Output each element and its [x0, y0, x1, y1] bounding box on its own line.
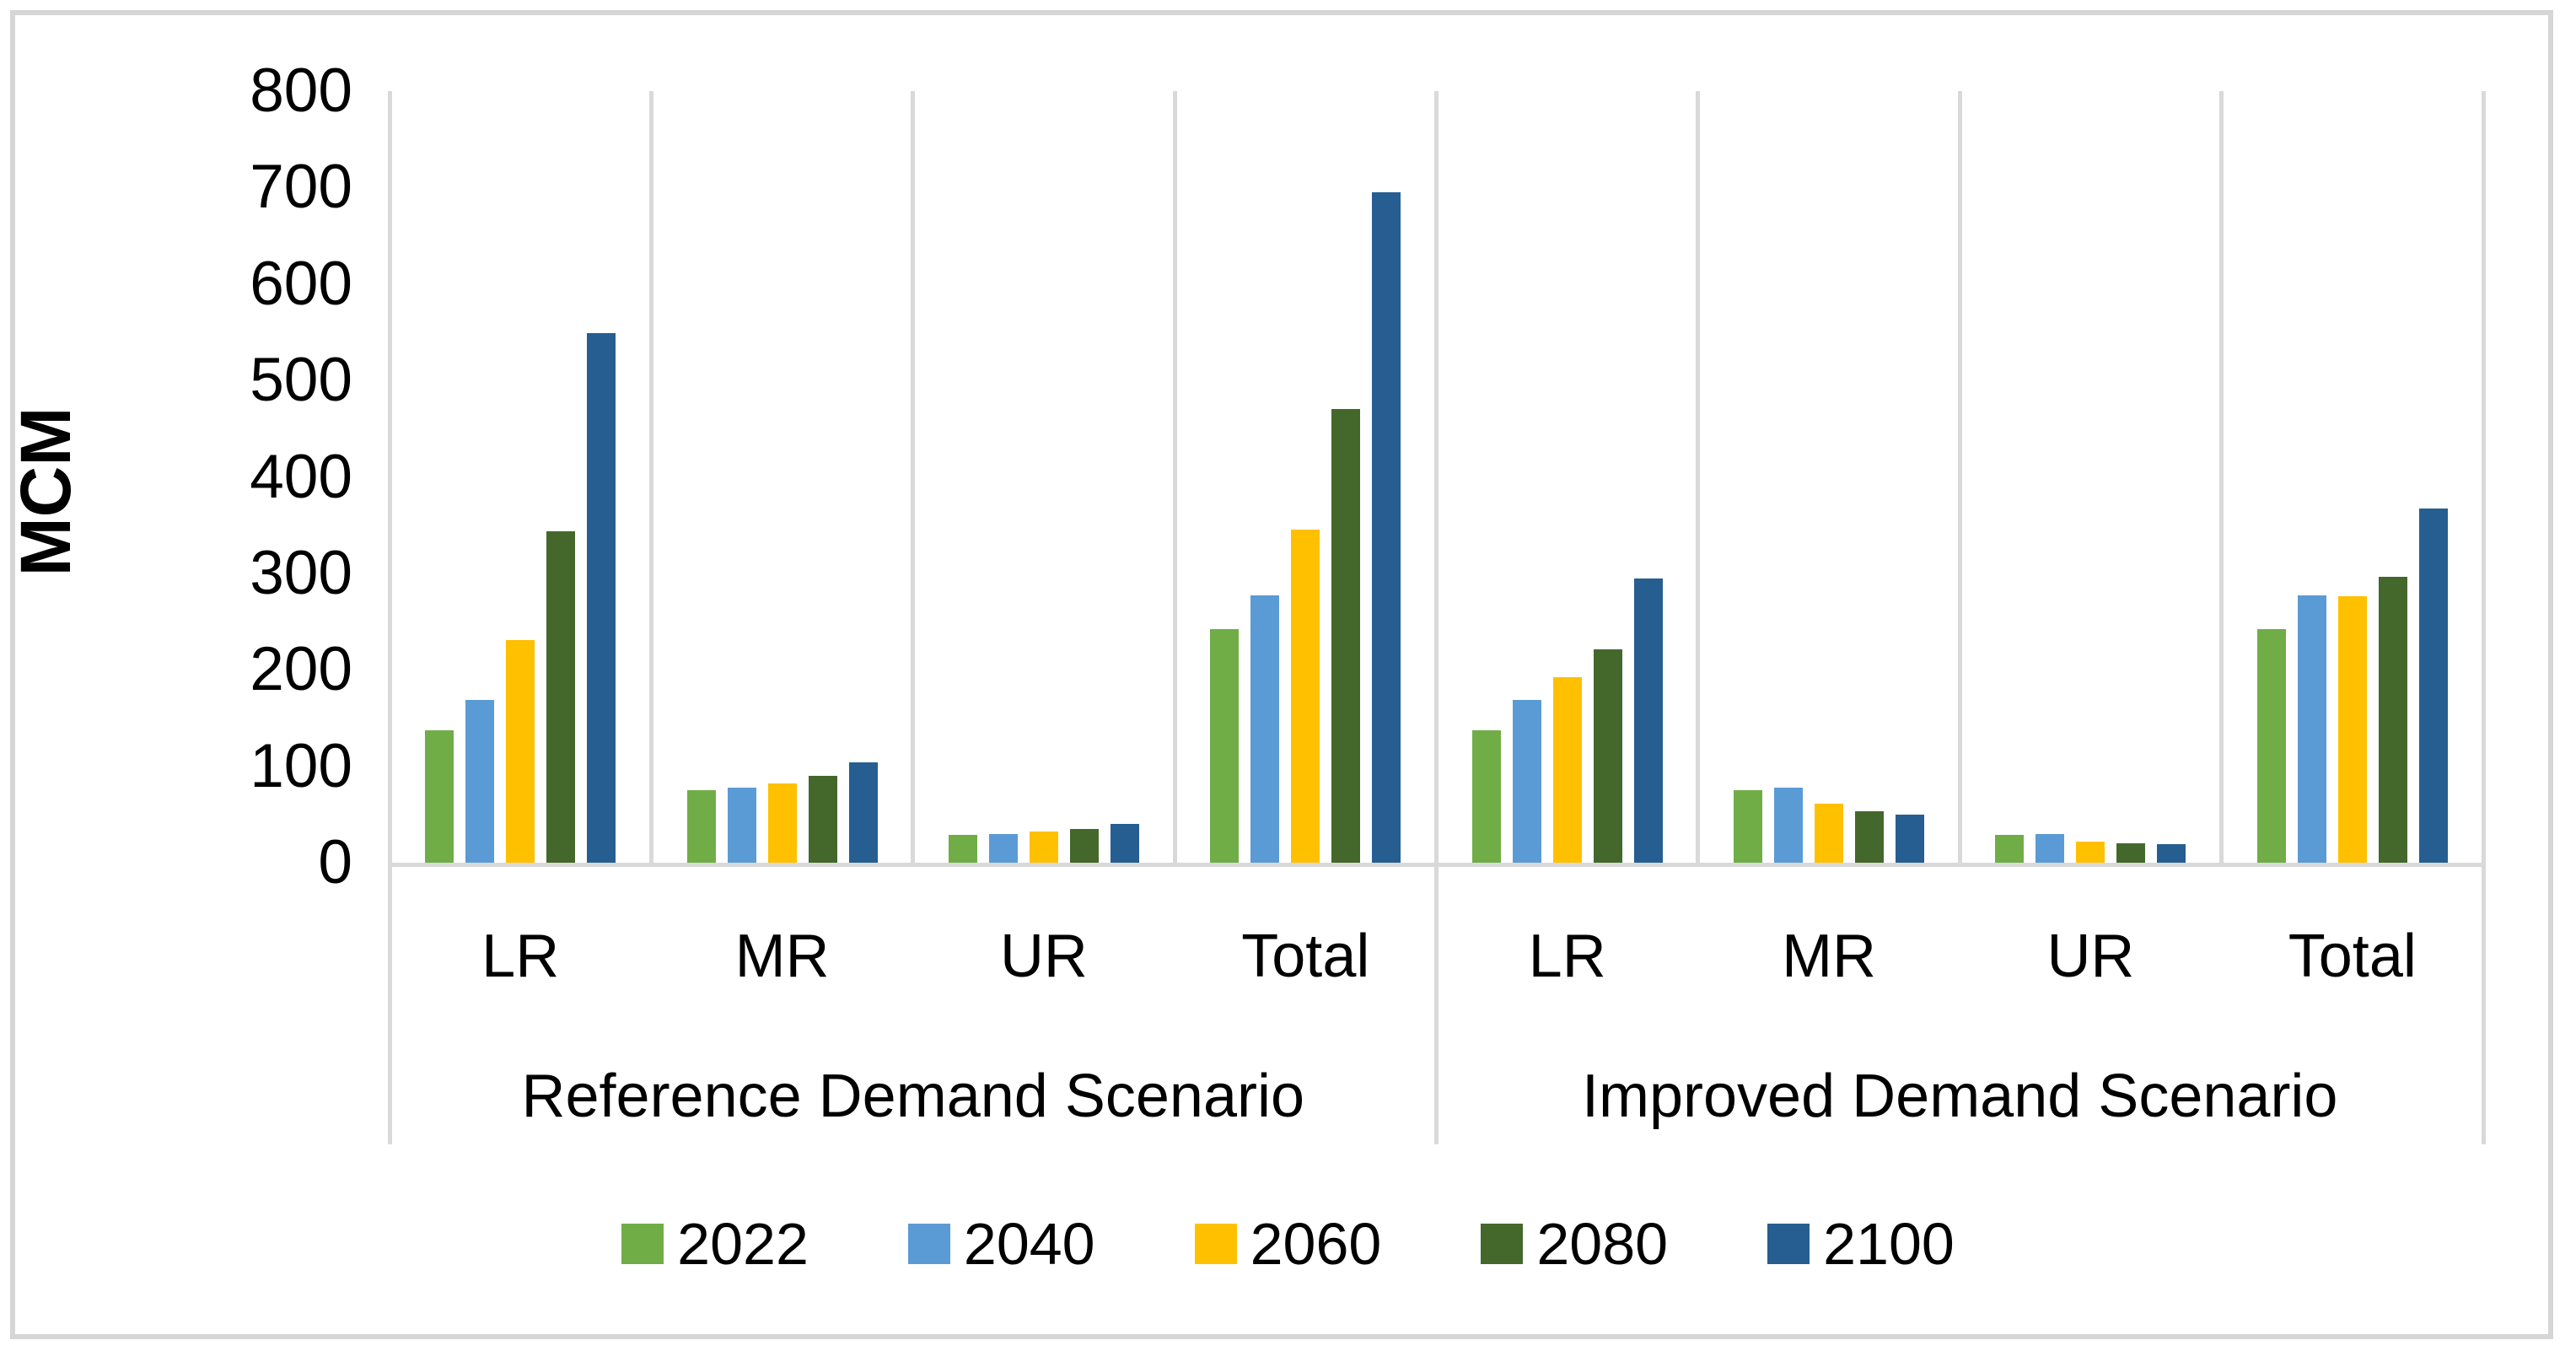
bar-2100-improved-LR [1633, 578, 1663, 863]
bar-2060-improved-LR [1552, 677, 1582, 863]
bar-2100-reference-UR [1110, 824, 1139, 863]
legend-swatch-2080 [1481, 1224, 1524, 1264]
legend-item: 2100 [1767, 1214, 1955, 1273]
legend-swatch-2040 [907, 1224, 950, 1264]
y-tick-label: 500 [250, 346, 352, 415]
x-axis-line [388, 863, 2485, 867]
y-tick-label: 400 [250, 442, 352, 511]
bar-2022-reference-LR [425, 730, 454, 863]
bar-2100-improved-UR [2157, 844, 2186, 863]
bar-2080-improved-MR [1855, 811, 1885, 863]
legend-label: 2060 [1250, 1211, 1382, 1277]
bar-2060-improved-MR [1815, 804, 1844, 863]
legend-item: 2080 [1481, 1214, 1668, 1273]
category-label: LR [1528, 923, 1606, 990]
bar-2060-improved-Total [2337, 596, 2367, 863]
y-tick-label: 300 [250, 538, 352, 607]
category-separator-line [911, 91, 916, 863]
bar-2080-reference-MR [808, 776, 837, 863]
bar-2060-reference-UR [1029, 832, 1058, 863]
bar-2080-reference-Total [1331, 409, 1361, 863]
category-label: Total [2288, 923, 2417, 990]
bar-2060-reference-Total [1291, 530, 1320, 863]
bar-2100-improved-MR [1896, 814, 1925, 863]
y-tick-label: 100 [250, 731, 352, 800]
bar-2060-reference-MR [767, 783, 797, 863]
category-label: UR [2046, 923, 2135, 990]
y-tick-label: 200 [250, 635, 352, 704]
bar-2060-improved-UR [2076, 841, 2105, 863]
legend-label: 2040 [963, 1211, 1095, 1277]
bar-2080-improved-Total [2378, 577, 2407, 863]
legend: 2022 2040 2060 2080 2100 [0, 1214, 2576, 1273]
figure-border [10, 10, 2553, 1339]
category-label: LR [481, 923, 560, 990]
bar-2022-improved-UR [1995, 834, 2025, 863]
bar-2022-improved-Total [2256, 629, 2286, 863]
bar-2040-reference-UR [988, 833, 1018, 863]
category-separator-line [1957, 91, 1962, 863]
scenario-label: Reference Demand Scenario [521, 1063, 1304, 1130]
bar-2040-reference-MR [727, 787, 756, 863]
legend-item: 2040 [907, 1211, 1095, 1277]
bar-2100-improved-Total [2418, 509, 2448, 863]
legend-label: 2100 [1823, 1211, 1955, 1277]
legend-item: 2022 [621, 1214, 809, 1273]
bar-2040-improved-LR [1512, 699, 1541, 863]
category-separator-line [2219, 91, 2224, 863]
category-label: UR [999, 923, 1088, 990]
legend-swatch-2100 [1767, 1224, 1810, 1264]
category-separator-line [1696, 91, 1701, 863]
legend-swatch-2022 [621, 1224, 664, 1264]
scenario-separator-line [2481, 91, 2486, 1144]
bar-2080-improved-LR [1593, 649, 1622, 863]
y-tick-label: 600 [250, 249, 352, 318]
scenario-separator-line [387, 91, 392, 1144]
category-separator-line [648, 91, 653, 863]
bar-2040-reference-Total [1250, 595, 1280, 863]
bar-2022-reference-UR [948, 834, 977, 863]
y-axis-title: MCM [6, 406, 85, 577]
scenario-separator-line [1434, 91, 1439, 1144]
scenario-label: Improved Demand Scenario [1582, 1063, 2338, 1130]
category-separator-line [1172, 91, 1177, 863]
bar-2040-improved-UR [2036, 833, 2065, 863]
bar-2080-reference-LR [546, 530, 576, 863]
bar-2040-reference-LR [465, 699, 495, 863]
legend-label: 2080 [1536, 1211, 1669, 1277]
bar-2022-improved-MR [1734, 790, 1763, 863]
bar-2022-reference-MR [686, 790, 716, 863]
legend-item: 2060 [1194, 1211, 1382, 1277]
bar-2100-reference-LR [587, 333, 616, 863]
bar-2040-improved-MR [1774, 787, 1804, 863]
bar-2060-reference-LR [506, 639, 535, 863]
category-label: MR [734, 923, 830, 990]
y-tick-label: 0 [318, 828, 352, 896]
bar-2040-improved-Total [2297, 595, 2326, 863]
legend-swatch-2060 [1194, 1224, 1237, 1264]
bar-2080-reference-UR [1069, 828, 1099, 863]
legend-label: 2022 [677, 1211, 809, 1277]
category-label: MR [1782, 923, 1877, 990]
bar-2080-improved-UR [2116, 843, 2146, 863]
bar-2100-reference-MR [848, 762, 878, 863]
y-tick-label: 800 [250, 57, 352, 125]
bar-2022-reference-Total [1210, 629, 1240, 863]
bar-2100-reference-Total [1372, 192, 1401, 863]
bar-2022-improved-LR [1471, 730, 1501, 863]
category-label: Total [1241, 923, 1370, 990]
y-tick-label: 700 [250, 153, 352, 222]
